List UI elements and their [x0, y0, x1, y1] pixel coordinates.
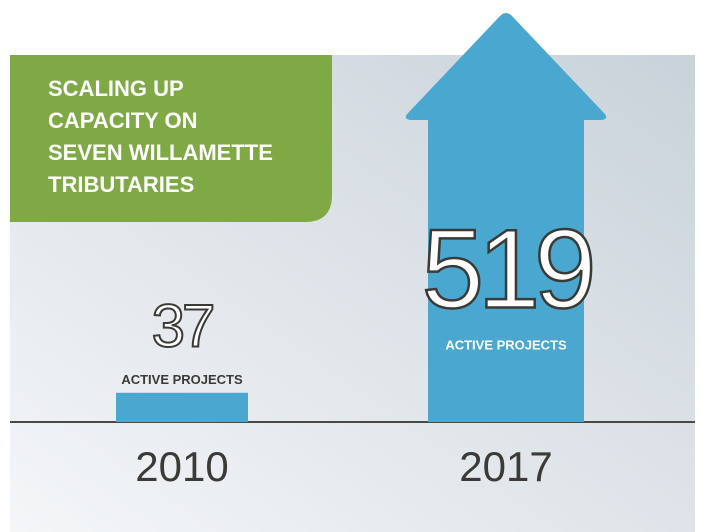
title-line: TRIBUTARIES [48, 172, 194, 197]
bar [116, 392, 248, 422]
value-unit-label: ACTIVE PROJECTS [121, 372, 243, 387]
value-unit-label: ACTIVE PROJECTS [445, 337, 567, 352]
title-line: CAPACITY ON [48, 108, 198, 133]
value-label: 37 [152, 293, 213, 360]
category-label: 2010 [135, 443, 228, 490]
title: SCALING UP CAPACITY ON SEVEN WILLAMETTE TRI… [48, 76, 273, 197]
title-line: SEVEN WILLAMETTE [48, 140, 273, 165]
title-line: SCALING UP [48, 76, 184, 101]
title-box [10, 55, 332, 222]
value-label: 519 [422, 207, 592, 332]
arrow-bar [405, 13, 607, 422]
category-label: 2017 [459, 443, 552, 490]
